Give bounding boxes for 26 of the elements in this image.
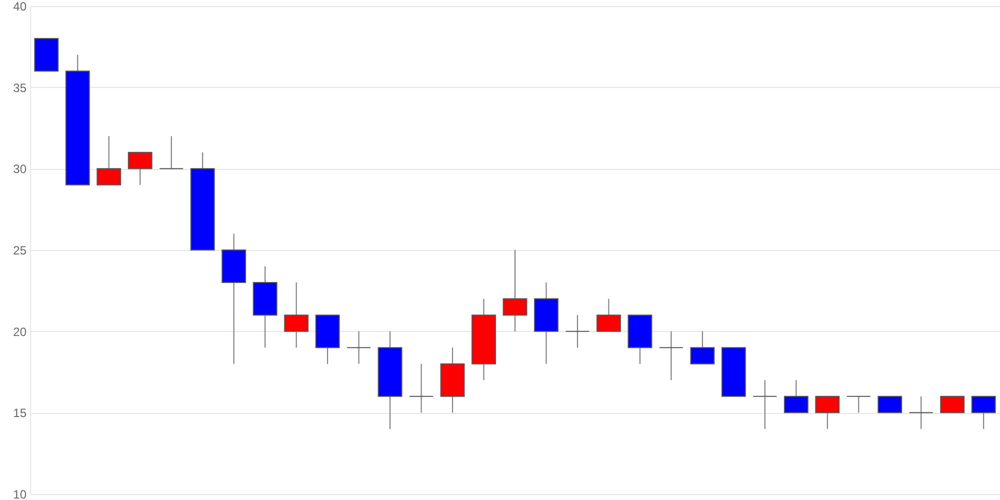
y-tick-label: 30 — [13, 162, 27, 176]
candlestick — [159, 136, 184, 170]
candlestick — [596, 298, 621, 332]
candlestick — [128, 152, 152, 186]
y-tick-label: 10 — [13, 488, 27, 500]
candlestick — [878, 396, 902, 414]
candlestick — [784, 380, 808, 414]
candlestick — [815, 396, 840, 430]
candlestick — [752, 380, 778, 430]
y-tick-label: 40 — [13, 0, 27, 14]
y-tick-label: 20 — [13, 324, 27, 339]
y-tick-label: 35 — [13, 80, 27, 95]
candlestick — [658, 330, 684, 381]
y-tick-label: 15 — [13, 406, 27, 420]
candlestick — [346, 330, 372, 364]
candlestick — [971, 396, 996, 430]
candlestick — [284, 282, 309, 348]
candlestick — [940, 396, 965, 414]
candlestick — [690, 330, 715, 364]
candlestick — [908, 396, 934, 430]
candlestick — [846, 396, 871, 414]
candlestick — [96, 136, 122, 186]
candlestick — [409, 363, 434, 414]
y-tick-label: 25 — [13, 244, 27, 258]
candlestick — [565, 314, 590, 348]
candlestick — [502, 250, 528, 332]
